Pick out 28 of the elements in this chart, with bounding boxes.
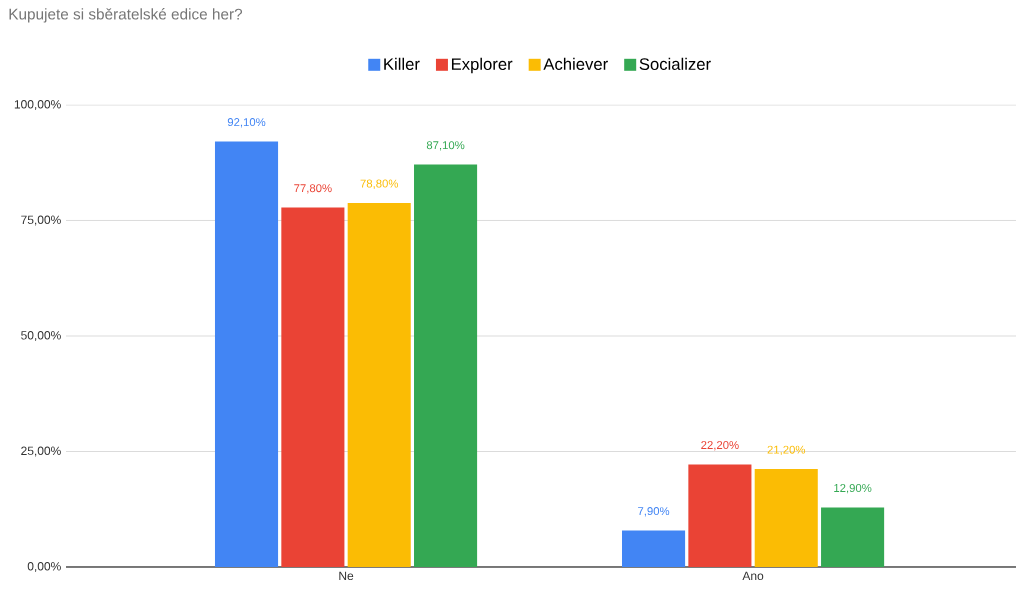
y-tick-label: 0,00% — [27, 562, 61, 572]
bar — [281, 207, 345, 567]
legend-label: Killer — [384, 57, 420, 71]
legend-label: Socializer — [639, 57, 711, 71]
bar — [754, 469, 818, 567]
chart-title: Kupujete si sběratelské edice her? — [9, 8, 243, 23]
y-tick-label: 50,00% — [21, 331, 61, 341]
bar — [688, 464, 752, 567]
bar — [622, 530, 686, 567]
bar — [414, 164, 478, 567]
data-label: 12,90% — [834, 484, 872, 494]
x-tick-label: Ne — [339, 571, 354, 581]
legend-label: Achiever — [543, 57, 608, 71]
bar — [821, 507, 885, 567]
data-label: 87,10% — [426, 141, 465, 151]
data-label: 92,10% — [227, 118, 266, 128]
data-label: 22,20% — [701, 441, 739, 451]
bar — [347, 202, 411, 567]
bar — [214, 141, 279, 567]
data-label: 7,90% — [638, 507, 670, 517]
data-label: 21,20% — [767, 445, 806, 455]
y-tick-label: 100,00% — [14, 100, 61, 110]
legend-label: Explorer — [451, 57, 513, 74]
y-tick-label: 25,00% — [21, 446, 61, 457]
y-tick-label: 75,00% — [21, 215, 61, 226]
x-tick-label: Ano — [742, 571, 764, 581]
data-label: 77,80% — [294, 184, 332, 194]
data-label: 78,80% — [360, 179, 399, 189]
